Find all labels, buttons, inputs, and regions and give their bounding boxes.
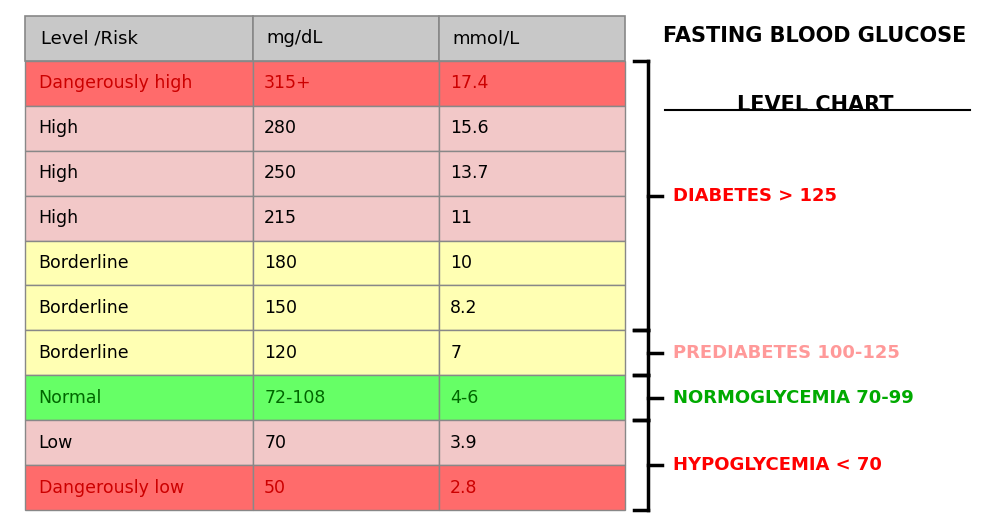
- Text: 15.6: 15.6: [450, 119, 489, 137]
- Text: 150: 150: [264, 299, 297, 317]
- Bar: [25, 286, 253, 330]
- Text: 7: 7: [450, 344, 461, 362]
- Bar: [25, 106, 253, 150]
- Bar: [253, 466, 439, 510]
- Text: 17.4: 17.4: [450, 74, 489, 92]
- Text: mg/dL: mg/dL: [266, 29, 322, 47]
- Text: Low: Low: [39, 434, 73, 452]
- Text: 250: 250: [264, 164, 297, 182]
- Bar: [253, 330, 439, 376]
- Bar: [439, 240, 625, 286]
- Text: Borderline: Borderline: [39, 299, 129, 317]
- Text: 215: 215: [264, 209, 297, 227]
- Bar: [439, 286, 625, 330]
- Bar: [253, 60, 439, 106]
- Text: 50: 50: [264, 479, 286, 497]
- Text: 3.9: 3.9: [450, 434, 478, 452]
- Bar: [25, 330, 253, 376]
- Bar: [25, 150, 253, 196]
- Text: 13.7: 13.7: [450, 164, 489, 182]
- Text: High: High: [39, 164, 79, 182]
- Text: 72-108: 72-108: [264, 389, 326, 407]
- Text: 315+: 315+: [264, 74, 312, 92]
- Bar: [25, 376, 253, 420]
- Text: PREDIABETES 100-125: PREDIABETES 100-125: [673, 344, 900, 362]
- Text: HYPOGLYCEMIA < 70: HYPOGLYCEMIA < 70: [673, 456, 882, 474]
- Bar: [253, 286, 439, 330]
- Text: LEVEL CHART: LEVEL CHART: [737, 95, 893, 115]
- Bar: [439, 106, 625, 150]
- Text: High: High: [39, 209, 79, 227]
- Bar: [25, 466, 253, 510]
- Text: Borderline: Borderline: [39, 344, 129, 362]
- Bar: [253, 16, 439, 60]
- Bar: [439, 60, 625, 106]
- Bar: [25, 420, 253, 466]
- Text: 11: 11: [450, 209, 472, 227]
- Text: 8.2: 8.2: [450, 299, 478, 317]
- Bar: [439, 150, 625, 196]
- Bar: [439, 196, 625, 240]
- Bar: [439, 420, 625, 466]
- Bar: [439, 466, 625, 510]
- Text: Borderline: Borderline: [39, 254, 129, 272]
- Bar: [25, 60, 253, 106]
- Bar: [439, 330, 625, 376]
- Text: High: High: [39, 119, 79, 137]
- Bar: [253, 376, 439, 420]
- Text: 2.8: 2.8: [450, 479, 478, 497]
- Bar: [25, 16, 253, 60]
- Bar: [25, 240, 253, 286]
- Bar: [253, 196, 439, 240]
- Text: FASTING BLOOD GLUCOSE: FASTING BLOOD GLUCOSE: [663, 26, 967, 46]
- Text: NORMOGLYCEMIA 70-99: NORMOGLYCEMIA 70-99: [673, 389, 914, 407]
- Text: 70: 70: [264, 434, 286, 452]
- Text: Normal: Normal: [39, 389, 102, 407]
- Bar: [253, 150, 439, 196]
- Bar: [253, 420, 439, 466]
- Bar: [253, 240, 439, 286]
- Bar: [253, 106, 439, 150]
- Bar: [439, 16, 625, 60]
- Text: 180: 180: [264, 254, 297, 272]
- Bar: [439, 376, 625, 420]
- Text: 4-6: 4-6: [450, 389, 479, 407]
- Text: mmol/L: mmol/L: [452, 29, 519, 47]
- Text: 10: 10: [450, 254, 472, 272]
- Text: Dangerously high: Dangerously high: [39, 74, 192, 92]
- Text: Dangerously low: Dangerously low: [39, 479, 184, 497]
- Text: 280: 280: [264, 119, 297, 137]
- Bar: [25, 196, 253, 240]
- Text: DIABETES > 125: DIABETES > 125: [673, 187, 837, 205]
- Text: Level /Risk: Level /Risk: [41, 29, 138, 47]
- Text: 120: 120: [264, 344, 297, 362]
